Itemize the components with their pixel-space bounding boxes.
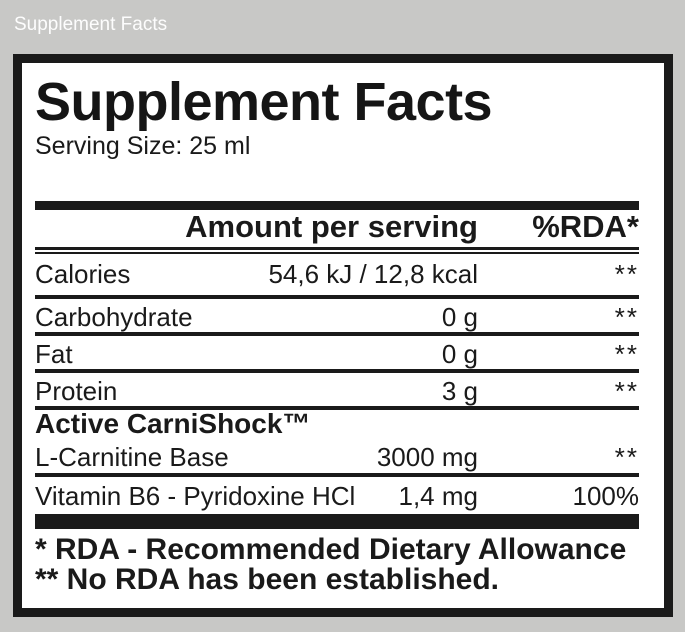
window-title: Supplement Facts bbox=[14, 14, 168, 35]
nutrient-name: Protein bbox=[35, 376, 118, 406]
nutrient-rda: ** bbox=[614, 376, 639, 406]
table-row-protein: Protein 3 g ** bbox=[35, 373, 639, 406]
footnote-rda: * RDA - Recommended Dietary Allowance bbox=[35, 533, 627, 566]
nutrient-amount: 1,4 mg bbox=[398, 481, 479, 511]
nutrient-rda: ** bbox=[614, 339, 639, 369]
amount-per-serving-header: Amount per serving bbox=[185, 209, 478, 244]
table-row-l-carnitine-base: L-Carnitine Base 3000 mg ** bbox=[35, 442, 639, 473]
row-divider bbox=[35, 295, 639, 299]
label-title: Supplement Facts bbox=[35, 72, 493, 132]
nutrient-rda: 100% bbox=[572, 481, 640, 511]
table-row-carbohydrate: Carbohydrate 0 g ** bbox=[35, 299, 639, 332]
section-title-active-carnishock: Active CarniShock™ bbox=[35, 408, 311, 439]
panel-content: Supplement Facts Serving Size: 25 ml Amo… bbox=[22, 63, 664, 608]
rda-header: %RDA* bbox=[532, 209, 639, 244]
nutrient-name: Vitamin B6 - Pyridoxine HCl bbox=[35, 481, 356, 511]
serving-size: Serving Size: 25 ml bbox=[35, 132, 251, 160]
footnote-no-rda: ** No RDA has been established. bbox=[35, 563, 500, 596]
divider-double bbox=[35, 247, 639, 254]
nutrient-rda: ** bbox=[614, 302, 639, 332]
nutrient-name: L-Carnitine Base bbox=[35, 442, 229, 472]
table-row-vitamin-b6: Vitamin B6 - Pyridoxine HCl 1,4 mg 100% bbox=[35, 477, 639, 514]
supplement-facts-panel: Supplement Facts Serving Size: 25 ml Amo… bbox=[13, 54, 673, 617]
table-row-fat: Fat 0 g ** bbox=[35, 336, 639, 369]
divider-heavy-bottom bbox=[35, 514, 639, 529]
row-divider bbox=[35, 473, 639, 477]
nutrition-table: Amount per serving %RDA* Calories 54,6 k… bbox=[35, 210, 639, 529]
nutrient-amount: 0 g bbox=[441, 339, 478, 369]
nutrient-name: Fat bbox=[35, 339, 73, 369]
nutrient-amount: 3000 mg bbox=[376, 442, 478, 472]
nutrient-amount: 54,6 kJ / 12,8 kcal bbox=[268, 259, 478, 289]
nutrient-name: Carbohydrate bbox=[35, 302, 193, 332]
row-divider bbox=[35, 369, 639, 373]
row-divider bbox=[35, 406, 639, 410]
nutrient-name: Calories bbox=[35, 259, 131, 289]
table-header-row: Amount per serving %RDA* bbox=[35, 210, 639, 247]
row-divider bbox=[35, 332, 639, 336]
nutrient-rda: ** bbox=[614, 442, 639, 472]
divider-heavy-top bbox=[35, 201, 639, 210]
nutrient-amount: 0 g bbox=[441, 302, 478, 332]
nutrient-amount: 3 g bbox=[441, 376, 478, 406]
nutrient-rda: ** bbox=[614, 259, 639, 289]
table-row-calories: Calories 54,6 kJ / 12,8 kcal ** bbox=[35, 254, 639, 295]
